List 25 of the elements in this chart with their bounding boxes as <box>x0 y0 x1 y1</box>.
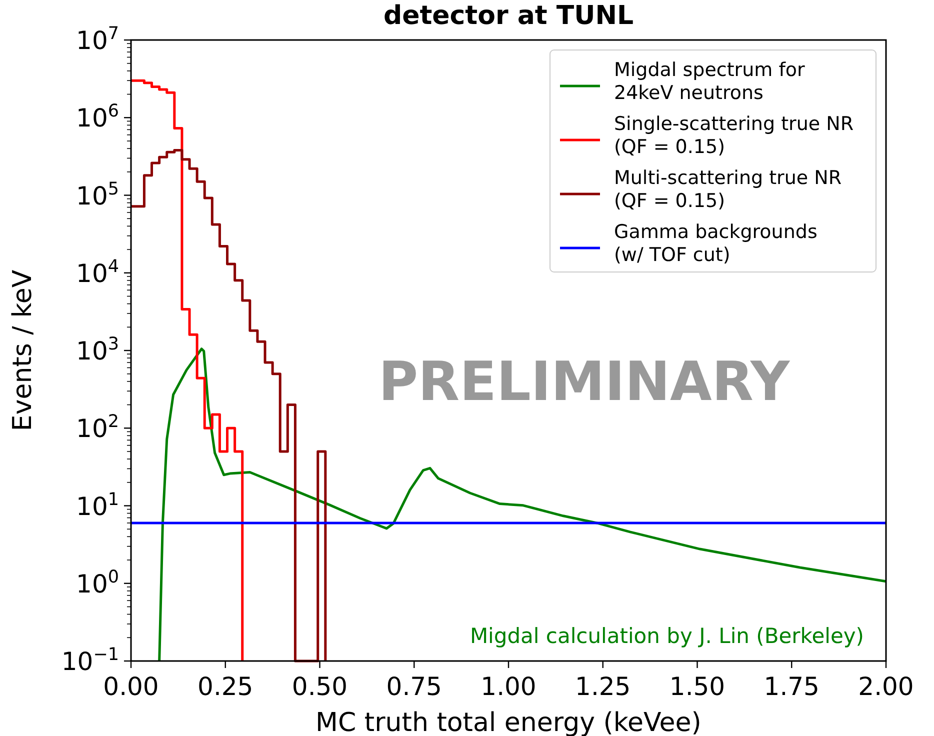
x-tick-label: 0.50 <box>292 672 348 701</box>
legend-label: Multi-scattering true NR (QF = 0.15) <box>614 167 842 212</box>
annotation: PRELIMINARY <box>378 350 790 414</box>
x-tick-label: 1.50 <box>669 672 726 701</box>
y-tick-label: 10$^{4}$ <box>76 256 119 288</box>
x-tick-label: 0.75 <box>386 672 442 701</box>
legend-label: Gamma backgrounds (w/ TOF cut) <box>614 221 818 266</box>
legend-label: Single-scattering true NR (QF = 0.15) <box>614 113 854 158</box>
x-tick-label: 1.00 <box>480 672 536 701</box>
y-tick-label: 10$^{5}$ <box>76 179 119 210</box>
chart-title: detector at TUNL <box>383 1 634 31</box>
x-tick-label: 1.75 <box>764 672 820 701</box>
line-series <box>158 348 888 662</box>
y-tick-label: 10$^{0}$ <box>76 567 119 598</box>
y-axis-title: Events / keV <box>8 270 38 432</box>
y-tick-label: 10$^{2}$ <box>76 412 119 444</box>
y-tick-label: 10$^{7}$ <box>76 24 119 55</box>
legend-label: Migdal spectrum for 24keV neutrons <box>614 59 806 104</box>
y-tick-label: 10$^{6}$ <box>76 102 119 133</box>
x-tick-label: 0.25 <box>198 672 254 701</box>
y-tick-label: 10$^{3}$ <box>76 334 119 366</box>
annotation: Migdal calculation by J. Lin (Berkeley) <box>470 624 864 648</box>
x-tick-label: 2.00 <box>858 672 914 701</box>
y-tick-label: 10$^{1}$ <box>76 490 119 521</box>
x-tick-label: 1.25 <box>575 672 631 701</box>
